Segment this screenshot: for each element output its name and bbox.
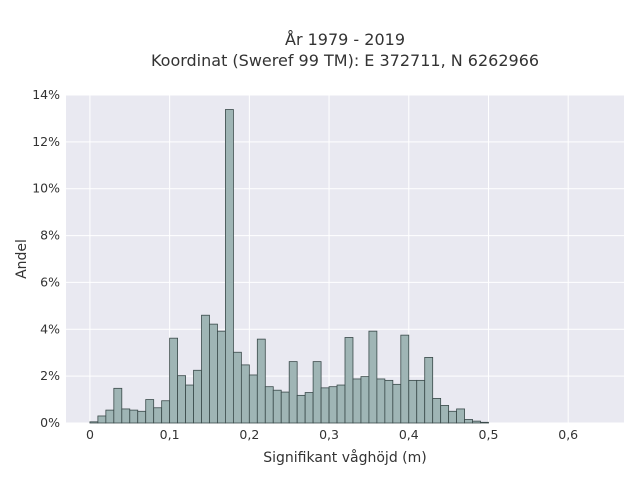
histogram-bar [240,364,250,424]
histogram-bar [264,386,274,424]
y-axis-label: Andel [14,239,30,279]
histogram-bar [440,405,450,424]
histogram-bar [400,334,410,424]
histogram-bar [113,387,123,424]
x-tick-label: 0 [86,427,94,442]
y-tick-labels: 0% 2% 4% 6% 8% 10% 12% 14% [32,87,60,430]
bars-group [89,109,489,424]
histogram-bar [288,361,298,424]
x-tick-label: 0,2 [239,427,259,442]
x-tick-label: 0,5 [479,427,499,442]
histogram-bar [209,323,218,424]
histogram-bar [280,391,290,424]
x-tick-labels: 0 0,1 0,2 0,3 0,4 0,5 0,6 [86,427,578,442]
histogram-bar [153,407,163,424]
histogram-bar [392,383,402,424]
x-tick-label: 0,3 [319,427,339,442]
histogram-bar [424,356,434,424]
histogram-bar [312,361,322,424]
histogram-bar [177,375,186,424]
x-tick-label: 0,4 [399,427,419,442]
histogram-bar [456,408,465,424]
histogram-bar [217,330,226,424]
chart-title-line-2: Koordinat (Sweref 99 TM): E 372711, N 62… [151,51,539,70]
histogram-bar [376,378,386,424]
y-tick-label: 6% [40,274,60,289]
histogram-bar [272,389,282,424]
histogram-bar [193,369,202,424]
histogram-bar [145,399,155,424]
histogram-bar [248,374,258,424]
histogram-bar [185,384,194,424]
histogram-bar [225,109,234,424]
histogram-bar [328,386,338,424]
histogram-bar [169,337,178,424]
histogram-bar [232,351,242,424]
histogram-bar [352,378,362,424]
histogram-bar [161,400,171,424]
y-tick-label: 0% [40,415,60,430]
histogram-bar [408,379,418,424]
histogram-bar [448,410,457,424]
histogram-bar [416,379,426,424]
histogram-bar [336,384,346,424]
y-tick-label: 4% [40,321,60,336]
histogram-bar [89,421,99,424]
histogram-bar [384,379,394,424]
histogram-bar [432,397,442,424]
histogram-bar [97,415,107,424]
histogram-bar [137,410,147,424]
histogram-bar [121,408,131,424]
y-tick-label: 2% [40,368,60,383]
histogram-bar [201,314,210,424]
x-axis-label: Signifikant våghöjd (m) [263,449,426,466]
y-tick-label: 10% [32,181,60,196]
x-tick-label: 0,6 [558,427,578,442]
histogram-bar [296,394,306,424]
histogram-bar [320,387,330,424]
x-tick-label: 0,1 [160,427,180,442]
histogram-bar [480,421,489,424]
chart-title-line-1: År 1979 - 2019 [285,30,405,49]
histogram-bar [472,420,481,424]
histogram-bar [360,376,370,424]
y-tick-label: 12% [32,134,60,149]
histogram-bar [344,337,354,424]
histogram-bar [129,409,139,424]
histogram-bar [368,330,378,424]
histogram-bar [464,419,473,424]
histogram-bar [256,338,266,424]
y-tick-label: 14% [32,87,60,102]
histogram-bar [304,392,314,424]
histogram-bar [105,409,115,424]
y-tick-label: 8% [40,228,60,243]
